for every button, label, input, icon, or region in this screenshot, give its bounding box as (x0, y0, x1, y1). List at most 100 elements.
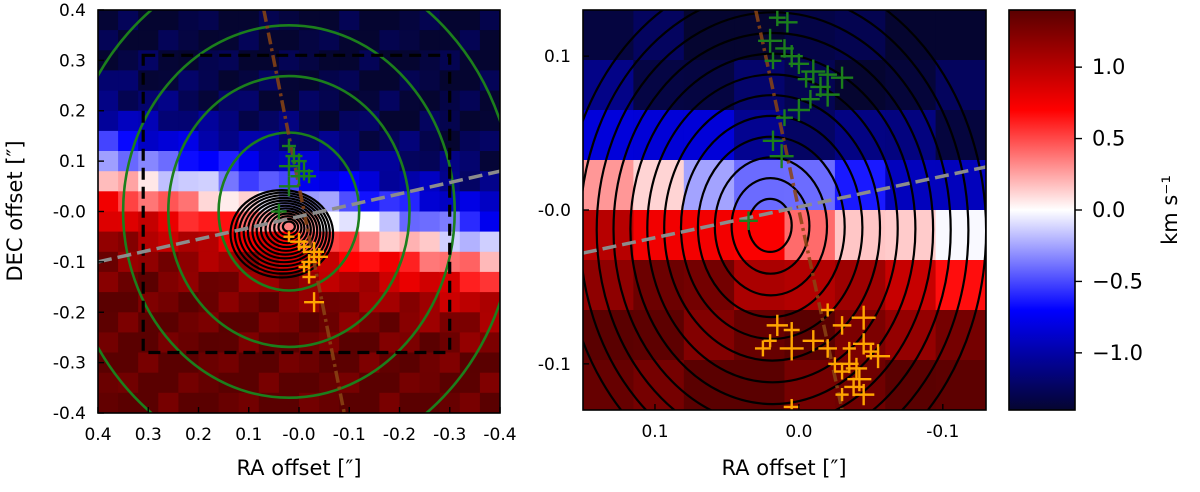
panel-full-field: 0.4 0.3 0.2 0.1 -0.0 -0.1 -0.2 -0.3 -0.4 0.40.30… (3, 1, 517, 480)
velocity-cell (459, 251, 481, 273)
velocity-cell (118, 231, 139, 253)
velocity-cell (339, 90, 360, 112)
velocity-cell (198, 211, 220, 233)
velocity-cell (118, 110, 139, 132)
velocity-cell (258, 130, 280, 152)
velocity-cell (118, 312, 139, 334)
velocity-cell (98, 110, 119, 132)
colorbar-tick-label: −0.5 (1092, 269, 1143, 293)
velocity-cell (218, 171, 240, 192)
maser-orange (783, 322, 800, 338)
velocity-cell (178, 251, 200, 273)
maser-orange (783, 398, 800, 410)
maser-orange (298, 261, 310, 273)
velocity-cell (359, 130, 380, 152)
velocity-cell (118, 171, 139, 192)
velocity-cell (258, 151, 280, 172)
velocity-cell (138, 271, 159, 293)
velocity-cell (98, 292, 119, 313)
maser-green (777, 12, 798, 33)
velocity-cell (479, 171, 500, 192)
velocity-cell (439, 372, 461, 394)
velocity-cell (319, 30, 340, 51)
velocity-cell (359, 372, 380, 394)
velocity-cell (198, 271, 220, 293)
velocity-cell (178, 312, 200, 334)
y-tick-label: -0.0 (538, 201, 571, 221)
velocity-cell (319, 110, 340, 132)
y-tick-label: -0.4 (53, 404, 86, 424)
velocity-cell (439, 231, 461, 253)
contours-zoom (583, 10, 986, 410)
line-contour-black (583, 10, 970, 410)
y-tick-label: 0.2 (59, 102, 86, 122)
velocity-cell (319, 10, 340, 31)
velocity-cell (138, 70, 159, 92)
velocity-cell (419, 151, 441, 172)
velocity-cell (98, 90, 119, 112)
velocity-cell (439, 10, 461, 31)
overlay-full (98, 10, 500, 413)
velocity-cell (218, 392, 240, 413)
velocity-cell (359, 211, 380, 233)
velocity-cell (479, 352, 500, 374)
velocity-cell (319, 211, 340, 233)
line-contour-black (268, 212, 306, 245)
velocity-cell (359, 231, 380, 253)
maser-green (278, 176, 299, 197)
velocity-cell (238, 30, 260, 51)
velocity-cell (198, 70, 220, 92)
velocity-cell (359, 151, 380, 172)
velocity-cell (479, 130, 500, 152)
maser-green (797, 70, 815, 88)
velocity-cell (98, 70, 119, 92)
velocity-cell (583, 260, 634, 311)
velocity-cell (238, 271, 260, 293)
maser-orange (779, 336, 804, 361)
velocity-cell (379, 372, 401, 394)
maser-green (830, 66, 854, 89)
velocity-cell (158, 10, 179, 31)
velocity-cell (379, 231, 401, 253)
velocity-cell (98, 312, 119, 334)
x-tick-label: 0.4 (84, 425, 111, 445)
velocity-cell (299, 110, 320, 132)
velocity-cell (479, 10, 500, 31)
velocity-cell (158, 352, 179, 374)
velocity-cell (218, 151, 240, 172)
velocity-cell (299, 30, 320, 51)
maser-orange (283, 231, 295, 243)
velocity-cell (379, 292, 401, 313)
velocity-cell (278, 30, 300, 51)
velocity-cell (138, 251, 159, 273)
velocity-cell (218, 70, 240, 92)
velocity-cell (399, 312, 421, 334)
velocity-cell (258, 70, 280, 92)
velocity-cell (98, 130, 119, 152)
y-tick-label: -0.3 (53, 354, 86, 374)
velocity-cell (379, 312, 401, 334)
velocity-map-zoom (583, 10, 986, 410)
velocity-cell (158, 332, 179, 354)
velocity-cell (178, 110, 200, 132)
velocity-cell (459, 30, 481, 51)
velocity-cell (459, 332, 481, 354)
velocity-cell (278, 312, 300, 334)
velocity-cell (379, 50, 401, 72)
line-contour-black (255, 204, 315, 256)
velocity-cell (459, 171, 481, 192)
velocity-cell (278, 392, 300, 413)
maser-orange (866, 344, 891, 369)
velocity-cell (138, 30, 159, 51)
velocity-cell (479, 372, 500, 394)
velocity-cell (459, 90, 481, 112)
velocity-cell (379, 392, 401, 413)
velocity-cell (198, 312, 220, 334)
velocity-cell (479, 211, 500, 233)
velocity-cell (479, 191, 500, 213)
velocity-cell (238, 151, 260, 172)
colorbar-label: km s⁻¹ (1158, 175, 1182, 245)
velocity-cell (238, 130, 260, 152)
velocity-cell (299, 332, 320, 354)
